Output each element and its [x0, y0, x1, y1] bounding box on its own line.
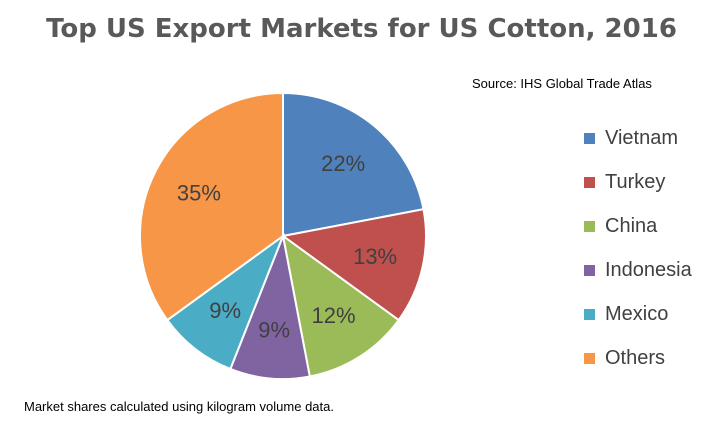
legend-swatch-vietnam — [584, 132, 595, 144]
legend-item-mexico: Mexico — [584, 292, 692, 336]
legend-swatch-china — [584, 220, 595, 232]
pie-label-vietnam: 22% — [321, 151, 365, 176]
legend-label-vietnam: Vietnam — [605, 126, 679, 149]
legend-label-others: Others — [605, 346, 666, 369]
pie-label-china: 12% — [312, 303, 356, 328]
legend-swatch-turkey — [584, 176, 595, 188]
legend-item-vietnam: Vietnam — [584, 116, 692, 160]
legend: Vietnam Turkey China Indonesia Mexico Ot… — [584, 116, 692, 380]
pie-label-indonesia: 9% — [258, 317, 290, 342]
legend-label-indonesia: Indonesia — [605, 258, 692, 281]
pie-slice-vietnam — [282, 91, 425, 238]
footnote: Market shares calculated using kilogram … — [24, 399, 334, 414]
legend-label-turkey: Turkey — [605, 170, 666, 193]
legend-swatch-mexico — [584, 308, 595, 320]
pie-label-others: 35% — [177, 181, 221, 206]
legend-item-turkey: Turkey — [584, 160, 692, 204]
pie-slice-others — [139, 91, 284, 322]
source-note: Source: IHS Global Trade Atlas — [472, 76, 652, 91]
legend-item-others: Others — [584, 336, 692, 380]
chart-title: Top US Export Markets for US Cotton, 201… — [46, 14, 677, 44]
pie-slice-mexico — [165, 233, 286, 371]
legend-item-china: China — [584, 204, 692, 248]
legend-swatch-indonesia — [584, 264, 595, 276]
pie-slice-indonesia — [229, 232, 311, 380]
legend-swatch-others — [584, 352, 595, 364]
legend-label-china: China — [605, 214, 658, 237]
legend-item-indonesia: Indonesia — [584, 248, 692, 292]
legend-label-mexico: Mexico — [605, 302, 669, 325]
pie-slice-china — [281, 233, 401, 378]
pie-label-mexico: 9% — [209, 298, 241, 323]
pie-label-turkey: 13% — [353, 244, 397, 269]
pie-slice-turkey — [280, 208, 427, 322]
